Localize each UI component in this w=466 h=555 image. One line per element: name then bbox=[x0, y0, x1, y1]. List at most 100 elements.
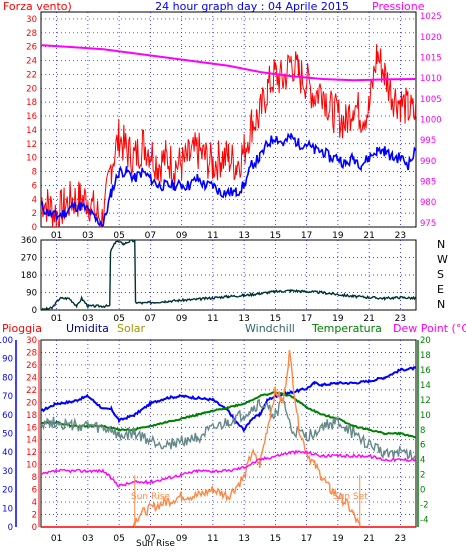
weather-panel-x-tick-label: 15 bbox=[270, 534, 281, 544]
annotation-sun-rise: Sun Rise bbox=[131, 492, 170, 502]
footer-sun-rise: Sun Rise bbox=[136, 539, 175, 549]
weather-panel-x-tick-label: 17 bbox=[301, 534, 312, 544]
wind-panel-right-tick: 985 bbox=[420, 178, 436, 188]
compass-label: W bbox=[437, 253, 448, 266]
header-title: 24 hour graph day : 04 Aprile 2015 bbox=[155, 0, 349, 13]
wind-panel-x-tick-label: 17 bbox=[301, 231, 312, 241]
direction-panel-x-tick-label: 13 bbox=[238, 314, 249, 324]
pressure-line bbox=[40, 44, 417, 82]
annotation-sun-set: Sun Set bbox=[333, 492, 368, 502]
wind-panel-x-tick-label: 13 bbox=[238, 231, 249, 241]
direction-panel-left-tick: 270 bbox=[21, 254, 37, 264]
wind-panel-right-tick: 975 bbox=[420, 219, 436, 229]
temperature-axis-tick: -2 bbox=[420, 501, 428, 511]
rain-axis-tick: 6 bbox=[32, 486, 37, 496]
wind-panel-right-tick: 1005 bbox=[420, 95, 442, 105]
temperature-axis-tick: 0 bbox=[420, 486, 425, 496]
rain-axis-tick: 20 bbox=[26, 398, 37, 408]
compass-label: E bbox=[437, 283, 444, 296]
wind-panel-left-tick: 20 bbox=[26, 84, 37, 94]
humidity-axis-tick: 80 bbox=[2, 373, 13, 383]
temperature-axis-tick: 20 bbox=[420, 336, 431, 346]
wind-panel-x-tick-label: 23 bbox=[395, 231, 406, 241]
temperature-axis-tick: 4 bbox=[420, 456, 425, 466]
direction-panel-x-tick-label: 09 bbox=[176, 314, 188, 324]
wind-panel-left-tick: 12 bbox=[26, 140, 37, 150]
compass-label: N bbox=[437, 298, 445, 311]
wind-panel-left-tick: 2 bbox=[32, 209, 37, 219]
rain-axis-tick: 28 bbox=[26, 348, 37, 358]
weather-panel-x-tick-label: 11 bbox=[207, 534, 218, 544]
humidity-axis-tick: 100 bbox=[0, 336, 13, 346]
direction-panel-x-tick-label: 07 bbox=[145, 314, 156, 324]
temperature-axis-tick: 10 bbox=[420, 411, 431, 421]
wind-panel-x-tick-label: 21 bbox=[363, 231, 374, 241]
humidity-axis-tick: 20 bbox=[2, 486, 13, 496]
wind-panel-right-tick: 1000 bbox=[420, 116, 442, 126]
legend-dew-point: Dew Point (°C) bbox=[393, 322, 466, 335]
rain-axis-tick: 14 bbox=[26, 436, 37, 446]
rain-axis-tick: 8 bbox=[32, 473, 37, 483]
wind-panel-left-tick: 6 bbox=[32, 181, 37, 191]
direction-panel-left-tick: 90 bbox=[26, 289, 37, 299]
wind-panel-x-tick-label: 15 bbox=[270, 231, 281, 241]
temperature-axis-tick: 14 bbox=[420, 381, 431, 391]
wind-panel-right-tick: 1020 bbox=[420, 33, 442, 43]
weather-panel-x-tick-label: 09 bbox=[176, 534, 188, 544]
header-left-label: Forza vento) bbox=[3, 0, 72, 13]
legend-umidita: Umidita bbox=[66, 322, 109, 335]
wind-panel-x-tick-label: 07 bbox=[145, 231, 156, 241]
series-layer bbox=[40, 44, 417, 528]
wind-panel-right-tick: 1025 bbox=[420, 12, 442, 22]
rain-axis-tick: 18 bbox=[26, 411, 37, 421]
weather-panel-x-tick-label: 07 bbox=[145, 534, 156, 544]
rain-axis-tick: 0 bbox=[32, 523, 37, 533]
wind-panel-right-tick: 980 bbox=[420, 198, 436, 208]
weather-panel-x-tick-label: 19 bbox=[332, 534, 344, 544]
wind-panel-left-tick: 26 bbox=[26, 43, 37, 53]
direction-panel-x-tick-label: 15 bbox=[270, 314, 281, 324]
direction-panel-x-tick-label: 05 bbox=[113, 314, 124, 324]
weather-panel-x-tick-label: 01 bbox=[51, 534, 62, 544]
humidity-axis-tick: 50 bbox=[2, 430, 13, 440]
wind-panel-right-tick: 990 bbox=[420, 157, 436, 167]
legend-temperatura: Temperatura bbox=[311, 322, 382, 335]
temperature-axis-tick: 8 bbox=[420, 426, 425, 436]
wind-panel-left-tick: 18 bbox=[26, 98, 37, 108]
wind-panel-right-tick: 1010 bbox=[420, 74, 442, 84]
temperature-axis-tick: 2 bbox=[420, 471, 425, 481]
wind-panel-frame bbox=[40, 11, 417, 228]
direction-panel-x-tick-label: 23 bbox=[395, 314, 406, 324]
wind-panel-right-tick: 1015 bbox=[420, 53, 442, 63]
axis-layer: 01 03 05 07 09 11 13 15 17 19 21 230246810121416182… bbox=[0, 12, 448, 544]
wind-panel-left-tick: 30 bbox=[26, 15, 37, 25]
weather-panel-x-tick-label: 13 bbox=[238, 534, 249, 544]
rain-axis-tick: 12 bbox=[26, 448, 37, 458]
wind-speed-line bbox=[40, 44, 417, 228]
wind-panel-x-tick-label: 09 bbox=[176, 231, 188, 241]
direction-panel-x-tick-label: 21 bbox=[363, 314, 374, 324]
humidity-line bbox=[40, 366, 417, 433]
wind-direction-line bbox=[41, 239, 417, 311]
humidity-axis-tick: 70 bbox=[2, 392, 13, 402]
direction-panel-x-tick-label: 11 bbox=[207, 314, 218, 324]
temperature-axis-tick: 12 bbox=[420, 396, 431, 406]
direction-panel-left-tick: 0 bbox=[32, 306, 37, 316]
windchill-line bbox=[40, 398, 417, 461]
rain-axis-tick: 10 bbox=[26, 461, 37, 471]
legend-pioggia: Pioggia bbox=[2, 322, 42, 335]
compass-label: S bbox=[437, 268, 444, 281]
direction-panel-left-tick: 180 bbox=[21, 271, 37, 281]
direction-panel-x-tick-label: 03 bbox=[82, 314, 93, 324]
rain-axis-tick: 16 bbox=[26, 423, 37, 433]
wind-panel-left-tick: 14 bbox=[26, 126, 37, 136]
humidity-axis-tick: 10 bbox=[2, 504, 13, 514]
wind-panel-left-tick: 22 bbox=[26, 70, 37, 80]
dew-point-line bbox=[40, 449, 417, 488]
weather-panel-x-tick-label: 03 bbox=[82, 534, 93, 544]
humidity-axis-tick: 30 bbox=[2, 467, 13, 477]
header-right-label: Pressione bbox=[372, 0, 425, 13]
wind-panel-left-tick: 16 bbox=[26, 112, 37, 122]
rain-axis-tick: 24 bbox=[26, 373, 37, 383]
